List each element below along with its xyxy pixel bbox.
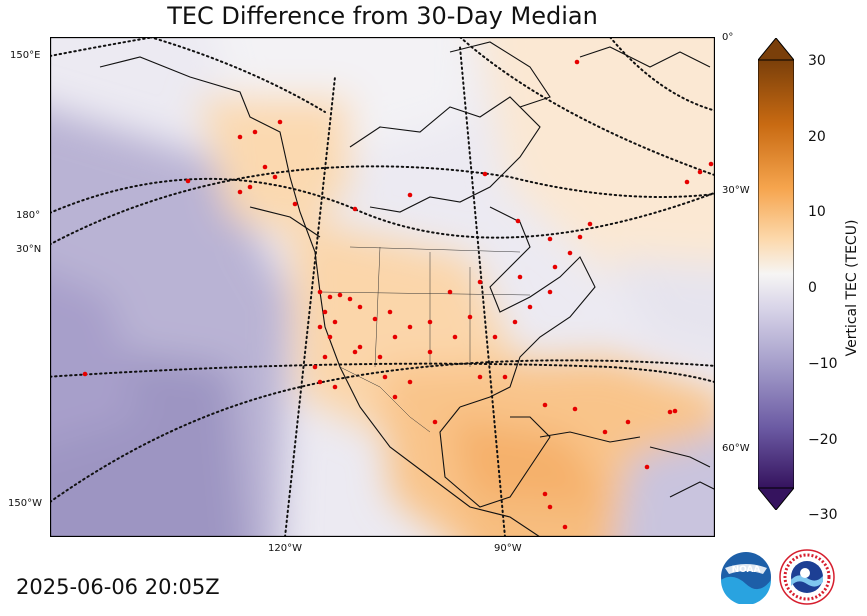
tec-field xyxy=(50,37,715,537)
graticule xyxy=(50,37,715,537)
nws-logo xyxy=(779,549,835,605)
colorbar-tick-30: 30 xyxy=(808,53,826,69)
lon-label-150w: 150°W xyxy=(8,498,42,509)
colorbar-tick-20: 20 xyxy=(808,129,826,145)
timestamp: 2025-06-06 20:05Z xyxy=(16,575,220,599)
borders xyxy=(319,246,531,433)
map-title: TEC Difference from 30-Day Median xyxy=(167,2,598,30)
colorbar-gradient xyxy=(758,59,794,489)
lon-label-60w: 60°W xyxy=(722,443,750,454)
colorbar-label: Vertical TEC (TECU) xyxy=(844,219,860,357)
lon-label-90w: 90°W xyxy=(494,543,522,554)
lon-label-0: 0° xyxy=(722,32,734,43)
svg-text:NOAA: NOAA xyxy=(732,565,761,575)
lon-label-180: 180° xyxy=(16,210,41,221)
colorbar xyxy=(758,38,794,510)
station-markers xyxy=(82,59,714,530)
coastlines xyxy=(99,41,715,537)
lon-label-150e: 150°E xyxy=(10,50,41,61)
colorbar-tick-10: 10 xyxy=(808,204,826,220)
tec-map xyxy=(50,37,715,537)
lon-label-120w: 120°W xyxy=(268,543,302,554)
lat-label-30n: 30°N xyxy=(16,244,42,255)
colorbar-extend-top xyxy=(758,38,794,61)
lon-label-30w: 30°W xyxy=(722,185,750,196)
colorbar-extend-bottom xyxy=(758,487,794,510)
noaa-logo: NOAA xyxy=(721,552,771,604)
colorbar-tick-minus-10: −10 xyxy=(808,356,838,372)
colorbar-tick-minus-20: −20 xyxy=(808,432,838,448)
colorbar-tick-minus-30: −30 xyxy=(808,507,838,523)
colorbar-tick-0: 0 xyxy=(808,280,817,296)
